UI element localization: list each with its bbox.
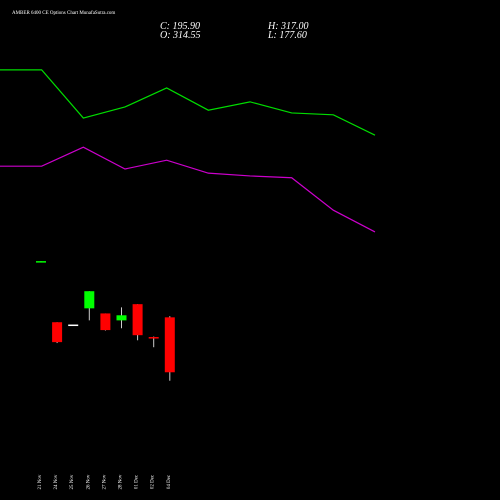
open-info: O: 314.55 bbox=[160, 30, 201, 41]
x-tick-label: 02 Dec bbox=[151, 474, 156, 489]
candle-body bbox=[68, 324, 79, 327]
x-tick-label: 28 Nov bbox=[119, 474, 124, 489]
close-info: C: 195.90 bbox=[160, 21, 200, 32]
chart-title: AMBER 6400 CE Options Chart MunafaSutra.… bbox=[12, 11, 115, 16]
candle-body bbox=[164, 317, 175, 373]
indicator-line bbox=[0, 69, 376, 136]
low-info: L: 177.60 bbox=[267, 30, 307, 41]
candle-body bbox=[100, 313, 111, 331]
x-tick-label: 26 Nov bbox=[86, 474, 91, 489]
high-info: H: 317.00 bbox=[267, 21, 309, 32]
candle-body bbox=[36, 261, 46, 263]
candle-body bbox=[116, 315, 127, 321]
candle-body bbox=[52, 322, 63, 343]
candle-body bbox=[84, 291, 95, 309]
x-tick-label: 25 Nov bbox=[70, 474, 75, 489]
x-tick-label: 27 Nov bbox=[102, 474, 107, 489]
x-tick-label: 21 Nov bbox=[38, 474, 43, 489]
x-tick-label: 01 Dec bbox=[135, 474, 140, 489]
candle-body bbox=[148, 337, 159, 339]
x-tick-label: 04 Dec bbox=[167, 474, 172, 489]
candle-body bbox=[132, 304, 143, 336]
indicator-line bbox=[0, 146, 376, 233]
x-tick-label: 24 Nov bbox=[54, 474, 59, 489]
